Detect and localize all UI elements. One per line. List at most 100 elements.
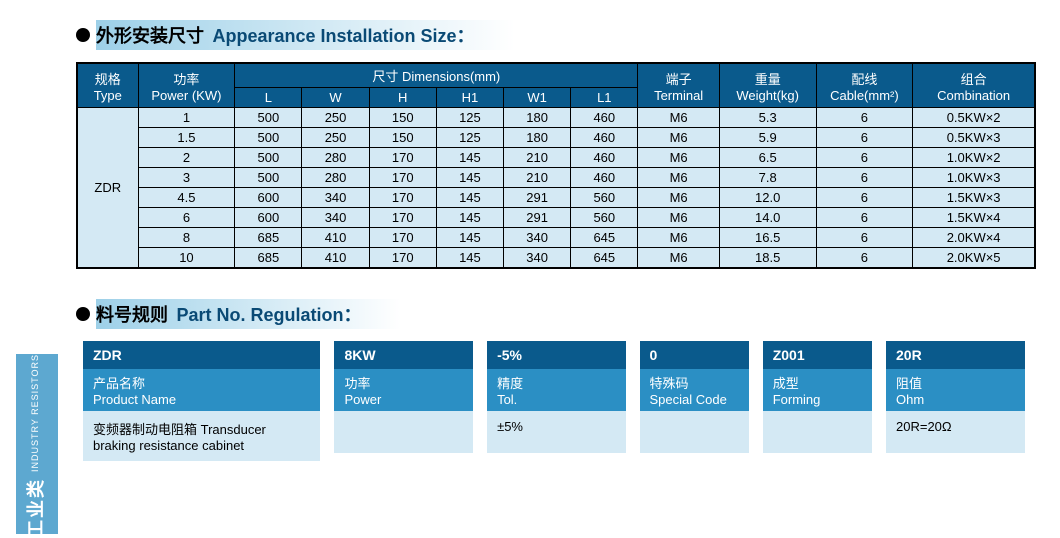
th: 端子Terminal [638, 63, 719, 108]
type-cell: ZDR [77, 108, 138, 269]
pn-value: 0 [640, 341, 749, 369]
cell-cable: 6 [816, 168, 913, 188]
cell-W1: 340 [504, 228, 571, 248]
cell-cable: 6 [816, 148, 913, 168]
th: 组合Combination [913, 63, 1035, 108]
cell-cable: 6 [816, 248, 913, 269]
cell-power: 2 [138, 148, 235, 168]
pn-desc [763, 411, 872, 453]
cell-H: 150 [369, 108, 436, 128]
cell-combo: 1.5KW×3 [913, 188, 1035, 208]
cell-terminal: M6 [638, 248, 719, 269]
cell-L: 600 [235, 188, 302, 208]
th: 尺寸 Dimensions(mm) [235, 63, 638, 88]
cell-weight: 12.0 [719, 188, 816, 208]
partnum-table: ZDR8KW-5%0Z00120R产品名称Product Name功率Power… [69, 341, 1039, 461]
cell-L: 500 [235, 148, 302, 168]
cell-W: 280 [302, 168, 369, 188]
cell-power: 3 [138, 168, 235, 188]
cell-W: 410 [302, 248, 369, 269]
cell-power: 10 [138, 248, 235, 269]
pn-value: Z001 [763, 341, 872, 369]
pn-value: -5% [487, 341, 625, 369]
cell-L1: 560 [571, 208, 638, 228]
cell-terminal: M6 [638, 148, 719, 168]
side-en: INDUSTRY RESISTORS [30, 354, 40, 472]
cell-H: 170 [369, 208, 436, 228]
cell-cable: 6 [816, 128, 913, 148]
th: L [235, 88, 302, 108]
cell-L1: 645 [571, 248, 638, 269]
cell-H: 170 [369, 248, 436, 269]
cell-H: 170 [369, 148, 436, 168]
cell-cable: 6 [816, 108, 913, 128]
cell-terminal: M6 [638, 188, 719, 208]
cell-L1: 460 [571, 108, 638, 128]
cell-L1: 560 [571, 188, 638, 208]
cell-L: 600 [235, 208, 302, 228]
pn-value: 20R [886, 341, 1025, 369]
section2-cn: 料号规则 [96, 305, 168, 325]
pn-desc [334, 411, 473, 453]
cell-terminal: M6 [638, 168, 719, 188]
cell-L: 500 [235, 108, 302, 128]
cell-H: 170 [369, 188, 436, 208]
cell-combo: 0.5KW×2 [913, 108, 1035, 128]
cell-W1: 210 [504, 168, 571, 188]
cell-H: 170 [369, 228, 436, 248]
th: H [369, 88, 436, 108]
cell-H1: 145 [436, 228, 503, 248]
cell-W: 280 [302, 148, 369, 168]
cell-terminal: M6 [638, 108, 719, 128]
pn-desc: ±5% [487, 411, 625, 453]
cell-W: 340 [302, 188, 369, 208]
cell-combo: 0.5KW×3 [913, 128, 1035, 148]
side-tab: 工业类 INDUSTRY RESISTORS [16, 354, 58, 534]
cell-combo: 1.5KW×4 [913, 208, 1035, 228]
bullet-icon [76, 28, 90, 42]
cell-power: 6 [138, 208, 235, 228]
cell-L1: 460 [571, 148, 638, 168]
cell-W1: 180 [504, 108, 571, 128]
section1-cn: 外形安装尺寸 [96, 26, 204, 46]
cell-terminal: M6 [638, 208, 719, 228]
cell-H1: 145 [436, 248, 503, 269]
cell-L: 500 [235, 168, 302, 188]
pn-label: 精度Tol. [487, 369, 625, 411]
cell-W: 250 [302, 128, 369, 148]
cell-weight: 6.5 [719, 148, 816, 168]
cell-W1: 340 [504, 248, 571, 269]
cell-terminal: M6 [638, 228, 719, 248]
section1-en: Appearance Installation Size： [212, 26, 474, 46]
spec-table: 规格Type功率Power (KW)尺寸 Dimensions(mm)端子Ter… [76, 62, 1036, 269]
th: L1 [571, 88, 638, 108]
pn-value: ZDR [83, 341, 320, 369]
cell-H: 170 [369, 168, 436, 188]
pn-label: 阻值Ohm [886, 369, 1025, 411]
pn-label: 产品名称Product Name [83, 369, 320, 411]
cell-weight: 14.0 [719, 208, 816, 228]
cell-L: 500 [235, 128, 302, 148]
pn-desc: 变频器制动电阻箱 Transducer braking resistance c… [83, 411, 320, 461]
th: 功率Power (KW) [138, 63, 235, 108]
cell-H1: 145 [436, 148, 503, 168]
cell-weight: 7.8 [719, 168, 816, 188]
cell-power: 8 [138, 228, 235, 248]
cell-L1: 460 [571, 168, 638, 188]
cell-L1: 645 [571, 228, 638, 248]
cell-combo: 2.0KW×5 [913, 248, 1035, 269]
cell-H1: 145 [436, 208, 503, 228]
pn-desc [640, 411, 749, 453]
pn-label: 成型Forming [763, 369, 872, 411]
cell-L: 685 [235, 248, 302, 269]
pn-label: 功率Power [334, 369, 473, 411]
section2-en: Part No. Regulation： [176, 305, 361, 325]
th: 重量Weight(kg) [719, 63, 816, 108]
cell-L1: 460 [571, 128, 638, 148]
cell-weight: 18.5 [719, 248, 816, 269]
cell-W1: 291 [504, 188, 571, 208]
th: W1 [504, 88, 571, 108]
pn-label: 特殊码Special Code [640, 369, 749, 411]
cell-W: 340 [302, 208, 369, 228]
cell-H1: 125 [436, 108, 503, 128]
